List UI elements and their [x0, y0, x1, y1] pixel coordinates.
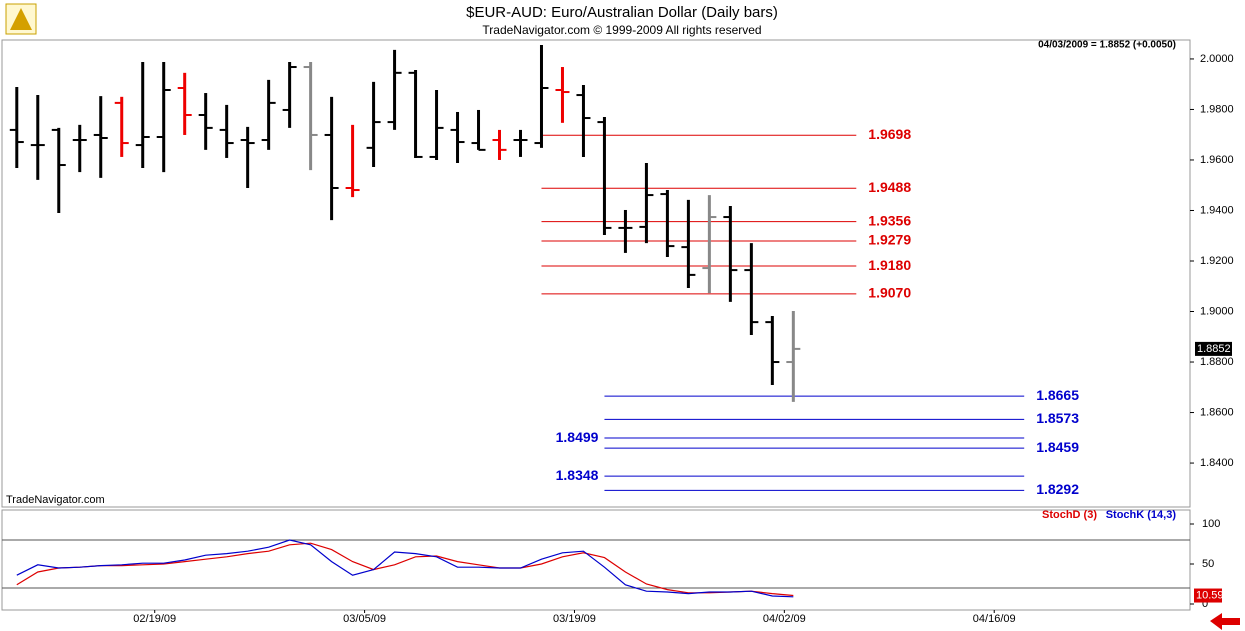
y-tick-label: 1.9800 [1200, 103, 1234, 115]
y-tick-label: 50 [1202, 558, 1214, 570]
legend-entry: StochK (14,3) [1106, 509, 1177, 521]
x-tick-label: 03/05/09 [343, 613, 386, 625]
x-tick-label: 04/16/09 [973, 613, 1016, 625]
legend-entry: StochD (3) [1042, 509, 1097, 521]
x-tick-label: 04/02/09 [763, 613, 806, 625]
level-label: 1.8499 [556, 429, 599, 445]
last-price-box [1195, 341, 1232, 356]
y-tick-label: 2.0000 [1200, 53, 1234, 65]
stoch-panel [1, 509, 1191, 611]
x-tick-label: 03/19/09 [553, 613, 596, 625]
x-tick-label: 02/19/09 [133, 613, 176, 625]
watermark: TradeNavigator.com [6, 494, 105, 506]
last-value-label: 10.59 [1196, 589, 1224, 601]
level-label: 1.9180 [868, 257, 911, 273]
level-label: 1.9279 [868, 232, 911, 248]
y-tick-label: 1.8600 [1200, 406, 1234, 418]
level-label: 1.8348 [556, 467, 599, 483]
quote: 04/03/2009 = 1.8852 (+0.0050) [1038, 40, 1176, 51]
chart-subtitle: TradeNavigator.com © 1999-2009 All right… [482, 23, 761, 37]
level-label: 1.8665 [1036, 387, 1079, 403]
last-value-box [1194, 588, 1222, 603]
level-label: 1.9356 [868, 212, 911, 228]
y-tick-label: 100 [1202, 518, 1220, 530]
y-tick-label: 0 [1202, 598, 1208, 610]
y-tick-label: 1.9200 [1200, 255, 1234, 267]
logo-icon [5, 3, 37, 35]
y-tick-label: 1.8800 [1200, 356, 1234, 368]
level-label: 1.8459 [1036, 439, 1079, 455]
stoch-line [16, 539, 794, 598]
chart-title: $EUR-AUD: Euro/Australian Dollar (Daily … [466, 4, 778, 21]
level-label: 1.9488 [868, 179, 911, 195]
main-panel [1, 39, 1191, 508]
y-tick-label: 1.9600 [1200, 154, 1234, 166]
level-label: 1.8292 [1036, 481, 1079, 497]
stoch-line [16, 542, 794, 597]
y-tick-label: 1.9400 [1200, 204, 1234, 216]
y-tick-label: 1.8400 [1200, 457, 1234, 469]
scroll-arrow[interactable] [1210, 613, 1240, 630]
level-label: 1.9070 [868, 285, 911, 301]
last-price-label: 1.8852 [1197, 343, 1231, 355]
level-label: 1.9698 [868, 126, 911, 142]
y-tick-label: 1.9000 [1200, 305, 1234, 317]
level-label: 1.8573 [1036, 410, 1079, 426]
